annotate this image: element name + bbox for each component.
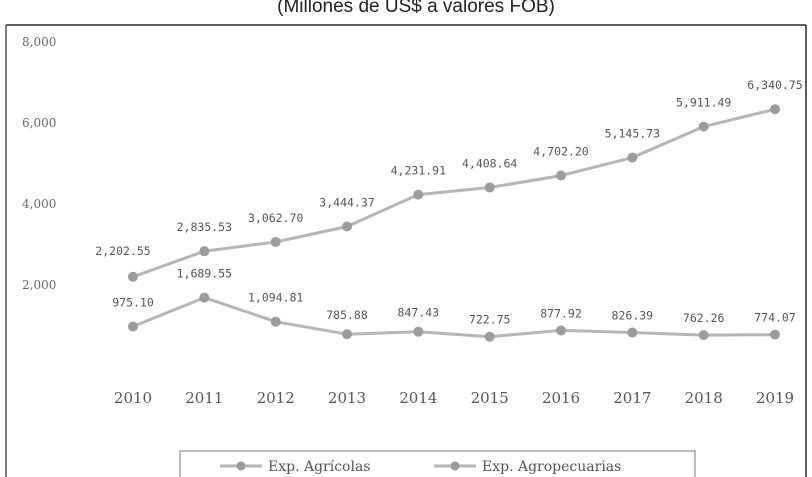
chart-frame [5, 24, 807, 477]
data-label-agricolas: 722.75 [469, 313, 511, 327]
x-tick-label: 2011 [185, 389, 223, 407]
data-point-agropecuarias [627, 152, 638, 163]
legend: Exp. Agrícolas Exp. Agropecuarias [179, 450, 696, 477]
data-label-agricolas: 877.92 [540, 306, 582, 320]
data-point-agricolas [698, 330, 709, 341]
y-tick-label: 8,000 [22, 35, 56, 49]
data-label-agropecuarias: 4,702.20 [533, 145, 588, 159]
data-label-agropecuarias: 5,911.49 [676, 96, 731, 110]
x-tick-label: 2019 [756, 389, 794, 407]
data-point-agricolas [128, 321, 138, 332]
data-point-agropecuarias [413, 189, 424, 200]
y-tick-label: 4,000 [22, 197, 56, 211]
data-label-agricolas: 1,689.55 [177, 267, 232, 281]
data-labels: 975.10 1,689.55 1,094.81 785.88 847.43 722.75… [95, 78, 802, 327]
data-label-agropecuarias: 3,444.37 [319, 196, 374, 210]
data-label-agricolas: 1,094.81 [248, 291, 303, 305]
data-label-agropecuarias: 2,202.55 [95, 244, 150, 258]
x-tick-label: 2015 [471, 389, 509, 407]
data-point-agropecuarias [556, 170, 566, 181]
data-point-agricolas [413, 326, 424, 337]
data-point-agricolas [342, 329, 352, 340]
data-label-agricolas: 774.07 [754, 311, 796, 325]
data-label-agricolas: 826.39 [612, 309, 654, 323]
y-tick-label: 6,000 [22, 116, 56, 130]
data-point-agricolas [556, 325, 566, 336]
data-label-agricolas: 762.26 [683, 311, 725, 325]
data-label-agropecuarias: 5,145.73 [605, 127, 660, 141]
data-point-agropecuarias [484, 182, 495, 193]
y-tick-label: 2,000 [22, 278, 56, 292]
x-tick-label: 2014 [399, 389, 437, 407]
data-point-agricolas [199, 292, 210, 303]
data-label-agricolas: 975.10 [112, 296, 154, 310]
data-point-agricolas [770, 329, 780, 340]
x-tick-label: 2012 [257, 389, 295, 407]
data-label-agropecuarias: 4,408.64 [462, 156, 517, 170]
series-lines [132, 107, 776, 339]
data-point-agropecuarias [128, 271, 138, 282]
data-point-agricolas [270, 316, 281, 327]
x-tick-label: 2013 [328, 389, 366, 407]
y-axis: 8,000 6,000 4,000 2,000 [22, 35, 56, 292]
x-tick-label: 2016 [542, 389, 580, 407]
series-markers [128, 104, 780, 342]
data-point-agropecuarias [698, 121, 709, 132]
legend-marker-agricolas [236, 461, 246, 471]
data-label-agropecuarias: 2,835.53 [177, 220, 232, 234]
x-tick-label: 2010 [114, 389, 152, 407]
data-point-agropecuarias [342, 221, 352, 232]
data-point-agricolas [627, 327, 638, 338]
data-point-agricolas [484, 331, 495, 342]
x-axis: 2010 2011 2012 2013 2014 2015 2016 2017 2018 2019 [114, 389, 794, 407]
legend-marker-agropecuarias [450, 461, 460, 471]
legend-label-agropecuarias: Exp. Agropecuarias [482, 459, 621, 475]
data-point-agropecuarias [770, 104, 780, 115]
x-tick-label: 2018 [685, 389, 723, 407]
data-label-agropecuarias: 3,062.70 [248, 211, 303, 225]
data-label-agropecuarias: 6,340.75 [747, 78, 802, 92]
series-line-agricolas [132, 296, 776, 339]
legend-label-agricolas: Exp. Agrícolas [268, 459, 371, 475]
data-label-agropecuarias: 4,231.91 [391, 164, 446, 178]
data-label-agricolas: 785.88 [326, 308, 368, 322]
chart-subtitle: (Millones de US$ a valores FOB) [277, 0, 555, 17]
data-point-agropecuarias [199, 246, 210, 257]
legend-box [179, 450, 696, 477]
x-tick-label: 2017 [613, 389, 651, 407]
data-label-agricolas: 847.43 [398, 306, 440, 320]
series-line-agropecuarias [132, 107, 776, 279]
data-point-agropecuarias [270, 236, 281, 247]
